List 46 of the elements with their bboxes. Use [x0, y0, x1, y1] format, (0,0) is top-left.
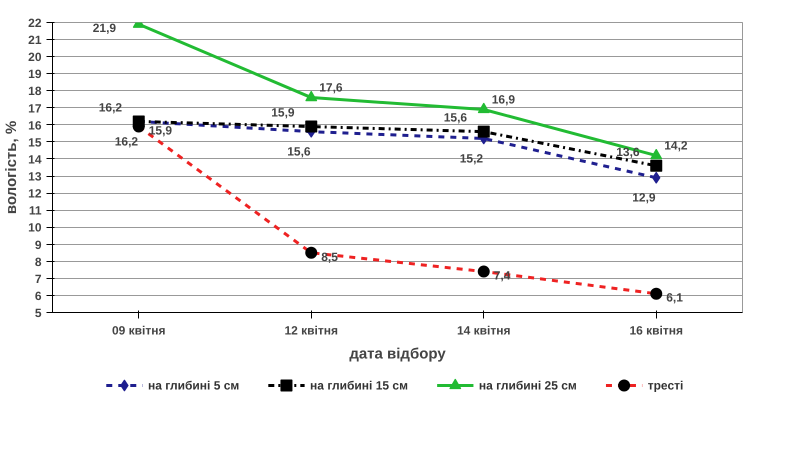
x-axis-title: дата відбору	[349, 346, 446, 362]
y-tick-label: 8	[34, 254, 42, 269]
y-tick-label: 17	[28, 101, 42, 116]
data-label: 13,6	[616, 144, 640, 159]
data-label: 12,9	[632, 190, 656, 205]
x-tick-label: 12 квітня	[284, 324, 338, 338]
y-tick-label: 6	[34, 288, 42, 303]
y-tick-label: 20	[28, 50, 42, 64]
x-tick-label: 16 квітня	[629, 324, 684, 338]
legend-label: на глибині 5 см	[148, 378, 240, 392]
data-label: 21,9	[92, 21, 116, 36]
data-label: 15,9	[148, 124, 172, 138]
y-tick-label: 16	[28, 118, 42, 132]
point	[305, 120, 318, 133]
data-label: 15,9	[271, 106, 295, 120]
data-label: 16,2	[114, 134, 138, 148]
point	[650, 160, 662, 172]
data-label: 16,2	[98, 100, 122, 114]
y-tick-label: 7	[34, 272, 42, 286]
y-tick-label: 11	[28, 204, 42, 218]
data-label: 15,6	[287, 144, 311, 159]
y-tick-label: 19	[28, 67, 42, 82]
y-tick-label: 14	[28, 152, 42, 166]
data-label: 16,9	[492, 92, 516, 106]
y-tick-label: 15	[28, 135, 42, 150]
y-tick-label: 9	[34, 238, 42, 252]
x-tick-label: 09 квітня	[112, 324, 166, 338]
y-tick-label: 13	[28, 170, 42, 184]
point	[478, 126, 490, 138]
data-label: 6,1	[666, 290, 684, 305]
y-tick-label: 5	[34, 306, 42, 320]
data-label: 15,2	[460, 152, 484, 166]
y-axis-title: вологість, %	[3, 120, 20, 214]
legend-label: на глибині 25 см	[478, 378, 577, 392]
x-tick-label: 14 квітня	[456, 324, 511, 338]
legend-label: на глибині 15 см	[310, 378, 408, 392]
y-tick-label: 18	[28, 84, 42, 98]
data-label: 8,5	[321, 250, 338, 264]
legend-label: тресті	[648, 378, 684, 392]
y-tick-label: 22	[28, 16, 42, 30]
data-label: 14,2	[664, 138, 688, 153]
data-label: 15,6	[444, 110, 468, 125]
y-tick-label: 10	[28, 220, 42, 235]
y-tick-label: 21	[28, 33, 42, 48]
y-tick-label: 12	[28, 186, 42, 201]
data-label: 17,6	[319, 80, 343, 95]
